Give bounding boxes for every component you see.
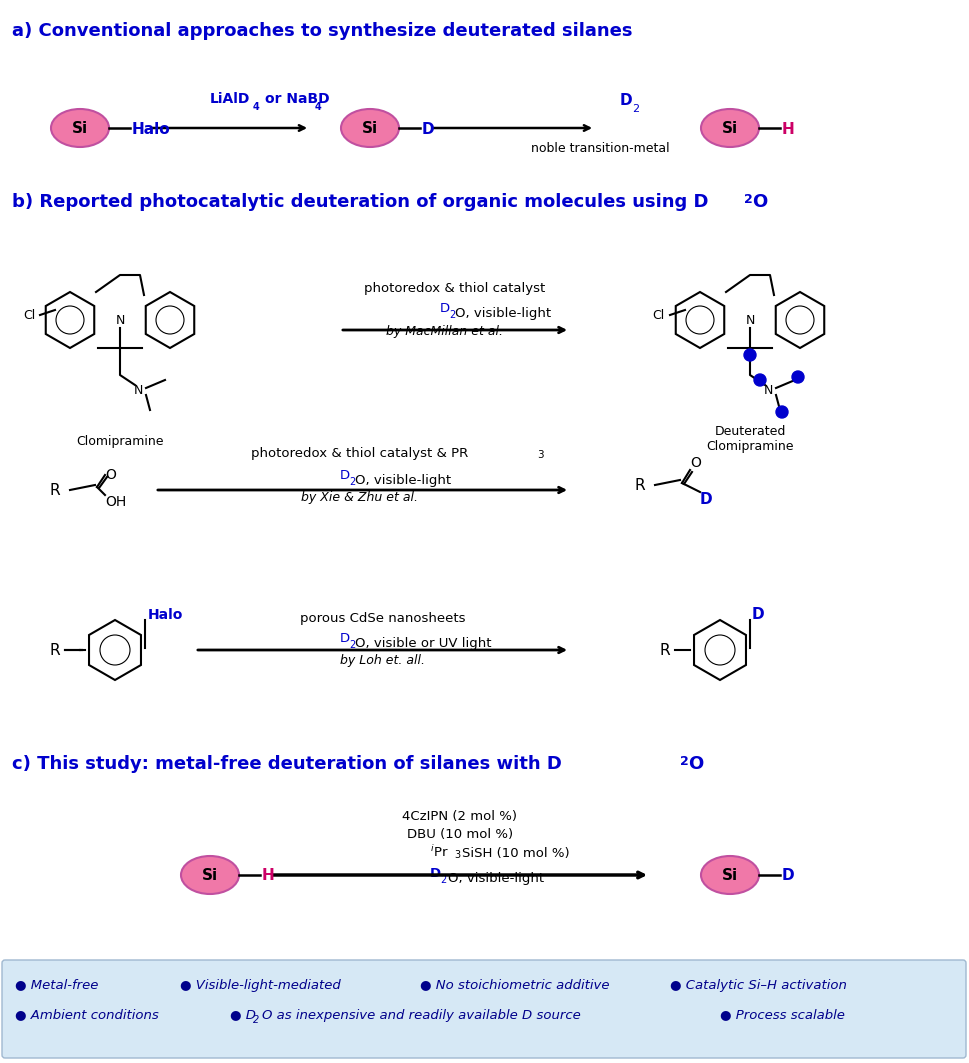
Text: ● Catalytic Si–H activation: ● Catalytic Si–H activation — [670, 979, 847, 992]
Text: 4: 4 — [253, 102, 260, 112]
Text: 3: 3 — [454, 850, 460, 860]
Text: or NaBD: or NaBD — [265, 92, 329, 106]
Text: D: D — [430, 867, 441, 880]
Text: ● No stoichiometric additive: ● No stoichiometric additive — [420, 979, 610, 992]
Text: D: D — [700, 492, 712, 507]
Text: LiAlD: LiAlD — [210, 92, 250, 106]
Text: O, visible-light: O, visible-light — [355, 474, 452, 487]
Circle shape — [776, 406, 788, 418]
Text: ● Process scalable: ● Process scalable — [720, 1009, 845, 1022]
Text: O: O — [105, 468, 116, 482]
Text: porous CdSe nanosheets: porous CdSe nanosheets — [300, 612, 466, 625]
Text: by Xie & Zhu et al.: by Xie & Zhu et al. — [301, 491, 419, 504]
Text: O, visible-light: O, visible-light — [448, 872, 545, 885]
Text: 2: 2 — [349, 477, 356, 487]
Ellipse shape — [701, 856, 759, 894]
Text: Si: Si — [722, 867, 738, 882]
Text: by Loh et. all.: by Loh et. all. — [340, 654, 425, 667]
Text: D: D — [422, 121, 435, 136]
Ellipse shape — [51, 109, 109, 147]
Text: R: R — [635, 477, 645, 492]
Text: OH: OH — [105, 495, 126, 509]
Text: H: H — [782, 121, 795, 136]
Text: Deuterated: Deuterated — [714, 425, 786, 438]
Text: 2: 2 — [449, 310, 455, 320]
Text: D: D — [440, 302, 451, 315]
Text: Cl: Cl — [653, 308, 665, 321]
Text: Cl: Cl — [22, 308, 35, 321]
Text: D: D — [752, 607, 765, 622]
Text: H: H — [262, 868, 275, 883]
Text: 2: 2 — [632, 104, 640, 114]
Text: 2: 2 — [440, 875, 447, 885]
Text: O: O — [688, 755, 703, 773]
Text: noble transition-metal: noble transition-metal — [531, 142, 670, 155]
Text: R: R — [49, 483, 60, 497]
Text: N: N — [134, 384, 142, 396]
Text: Si: Si — [362, 120, 378, 135]
Text: N: N — [115, 314, 125, 326]
Text: Halo: Halo — [148, 608, 183, 622]
Text: 4: 4 — [315, 102, 322, 112]
Ellipse shape — [181, 856, 239, 894]
Text: D: D — [340, 469, 350, 482]
Text: D: D — [782, 868, 795, 883]
Text: ● Visible-light-mediated: ● Visible-light-mediated — [180, 979, 341, 992]
FancyBboxPatch shape — [2, 960, 966, 1058]
Text: Si: Si — [72, 120, 88, 135]
Circle shape — [792, 371, 804, 383]
Text: SiSH (10 mol %): SiSH (10 mol %) — [462, 847, 570, 860]
Text: R: R — [49, 642, 60, 658]
Text: N: N — [764, 384, 772, 396]
Text: DBU (10 mol %): DBU (10 mol %) — [407, 828, 513, 841]
Text: photoredox & thiol catalyst & PR: photoredox & thiol catalyst & PR — [251, 448, 469, 460]
Text: $^i$Pr: $^i$Pr — [430, 844, 449, 860]
Text: by MacMillan et al.: by MacMillan et al. — [387, 325, 504, 338]
Text: a) Conventional approaches to synthesize deuterated silanes: a) Conventional approaches to synthesize… — [12, 22, 633, 40]
Text: c) This study: metal-free deuteration of silanes with D: c) This study: metal-free deuteration of… — [12, 755, 562, 773]
Text: 2: 2 — [744, 193, 753, 206]
Text: R: R — [660, 642, 671, 658]
Text: 2: 2 — [349, 640, 356, 649]
Text: O, visible or UV light: O, visible or UV light — [355, 637, 491, 649]
Text: Clomipramine: Clomipramine — [77, 435, 164, 448]
Text: O: O — [690, 456, 701, 470]
Circle shape — [754, 374, 766, 386]
Text: Halo: Halo — [132, 121, 171, 136]
Text: 2: 2 — [680, 755, 689, 767]
Text: N: N — [745, 314, 755, 326]
Ellipse shape — [341, 109, 399, 147]
Text: 2: 2 — [253, 1015, 260, 1025]
Text: O, visible-light: O, visible-light — [455, 307, 551, 320]
Text: Si: Si — [202, 867, 218, 882]
Text: 3: 3 — [537, 450, 544, 460]
Text: ● D: ● D — [230, 1009, 256, 1022]
Text: Clomipramine: Clomipramine — [706, 440, 794, 453]
Text: O as inexpensive and readily available D source: O as inexpensive and readily available D… — [262, 1009, 580, 1022]
Text: b) Reported photocatalytic deuteration of organic molecules using D: b) Reported photocatalytic deuteration o… — [12, 193, 708, 210]
Ellipse shape — [701, 109, 759, 147]
Text: ● Ambient conditions: ● Ambient conditions — [15, 1009, 159, 1022]
Text: O: O — [752, 193, 767, 210]
Text: 4CzIPN (2 mol %): 4CzIPN (2 mol %) — [402, 810, 517, 823]
Text: photoredox & thiol catalyst: photoredox & thiol catalyst — [364, 282, 546, 296]
Circle shape — [744, 349, 756, 361]
Text: ● Metal-free: ● Metal-free — [15, 979, 99, 992]
Text: D: D — [340, 632, 350, 645]
Text: D: D — [620, 92, 633, 108]
Text: Si: Si — [722, 120, 738, 135]
